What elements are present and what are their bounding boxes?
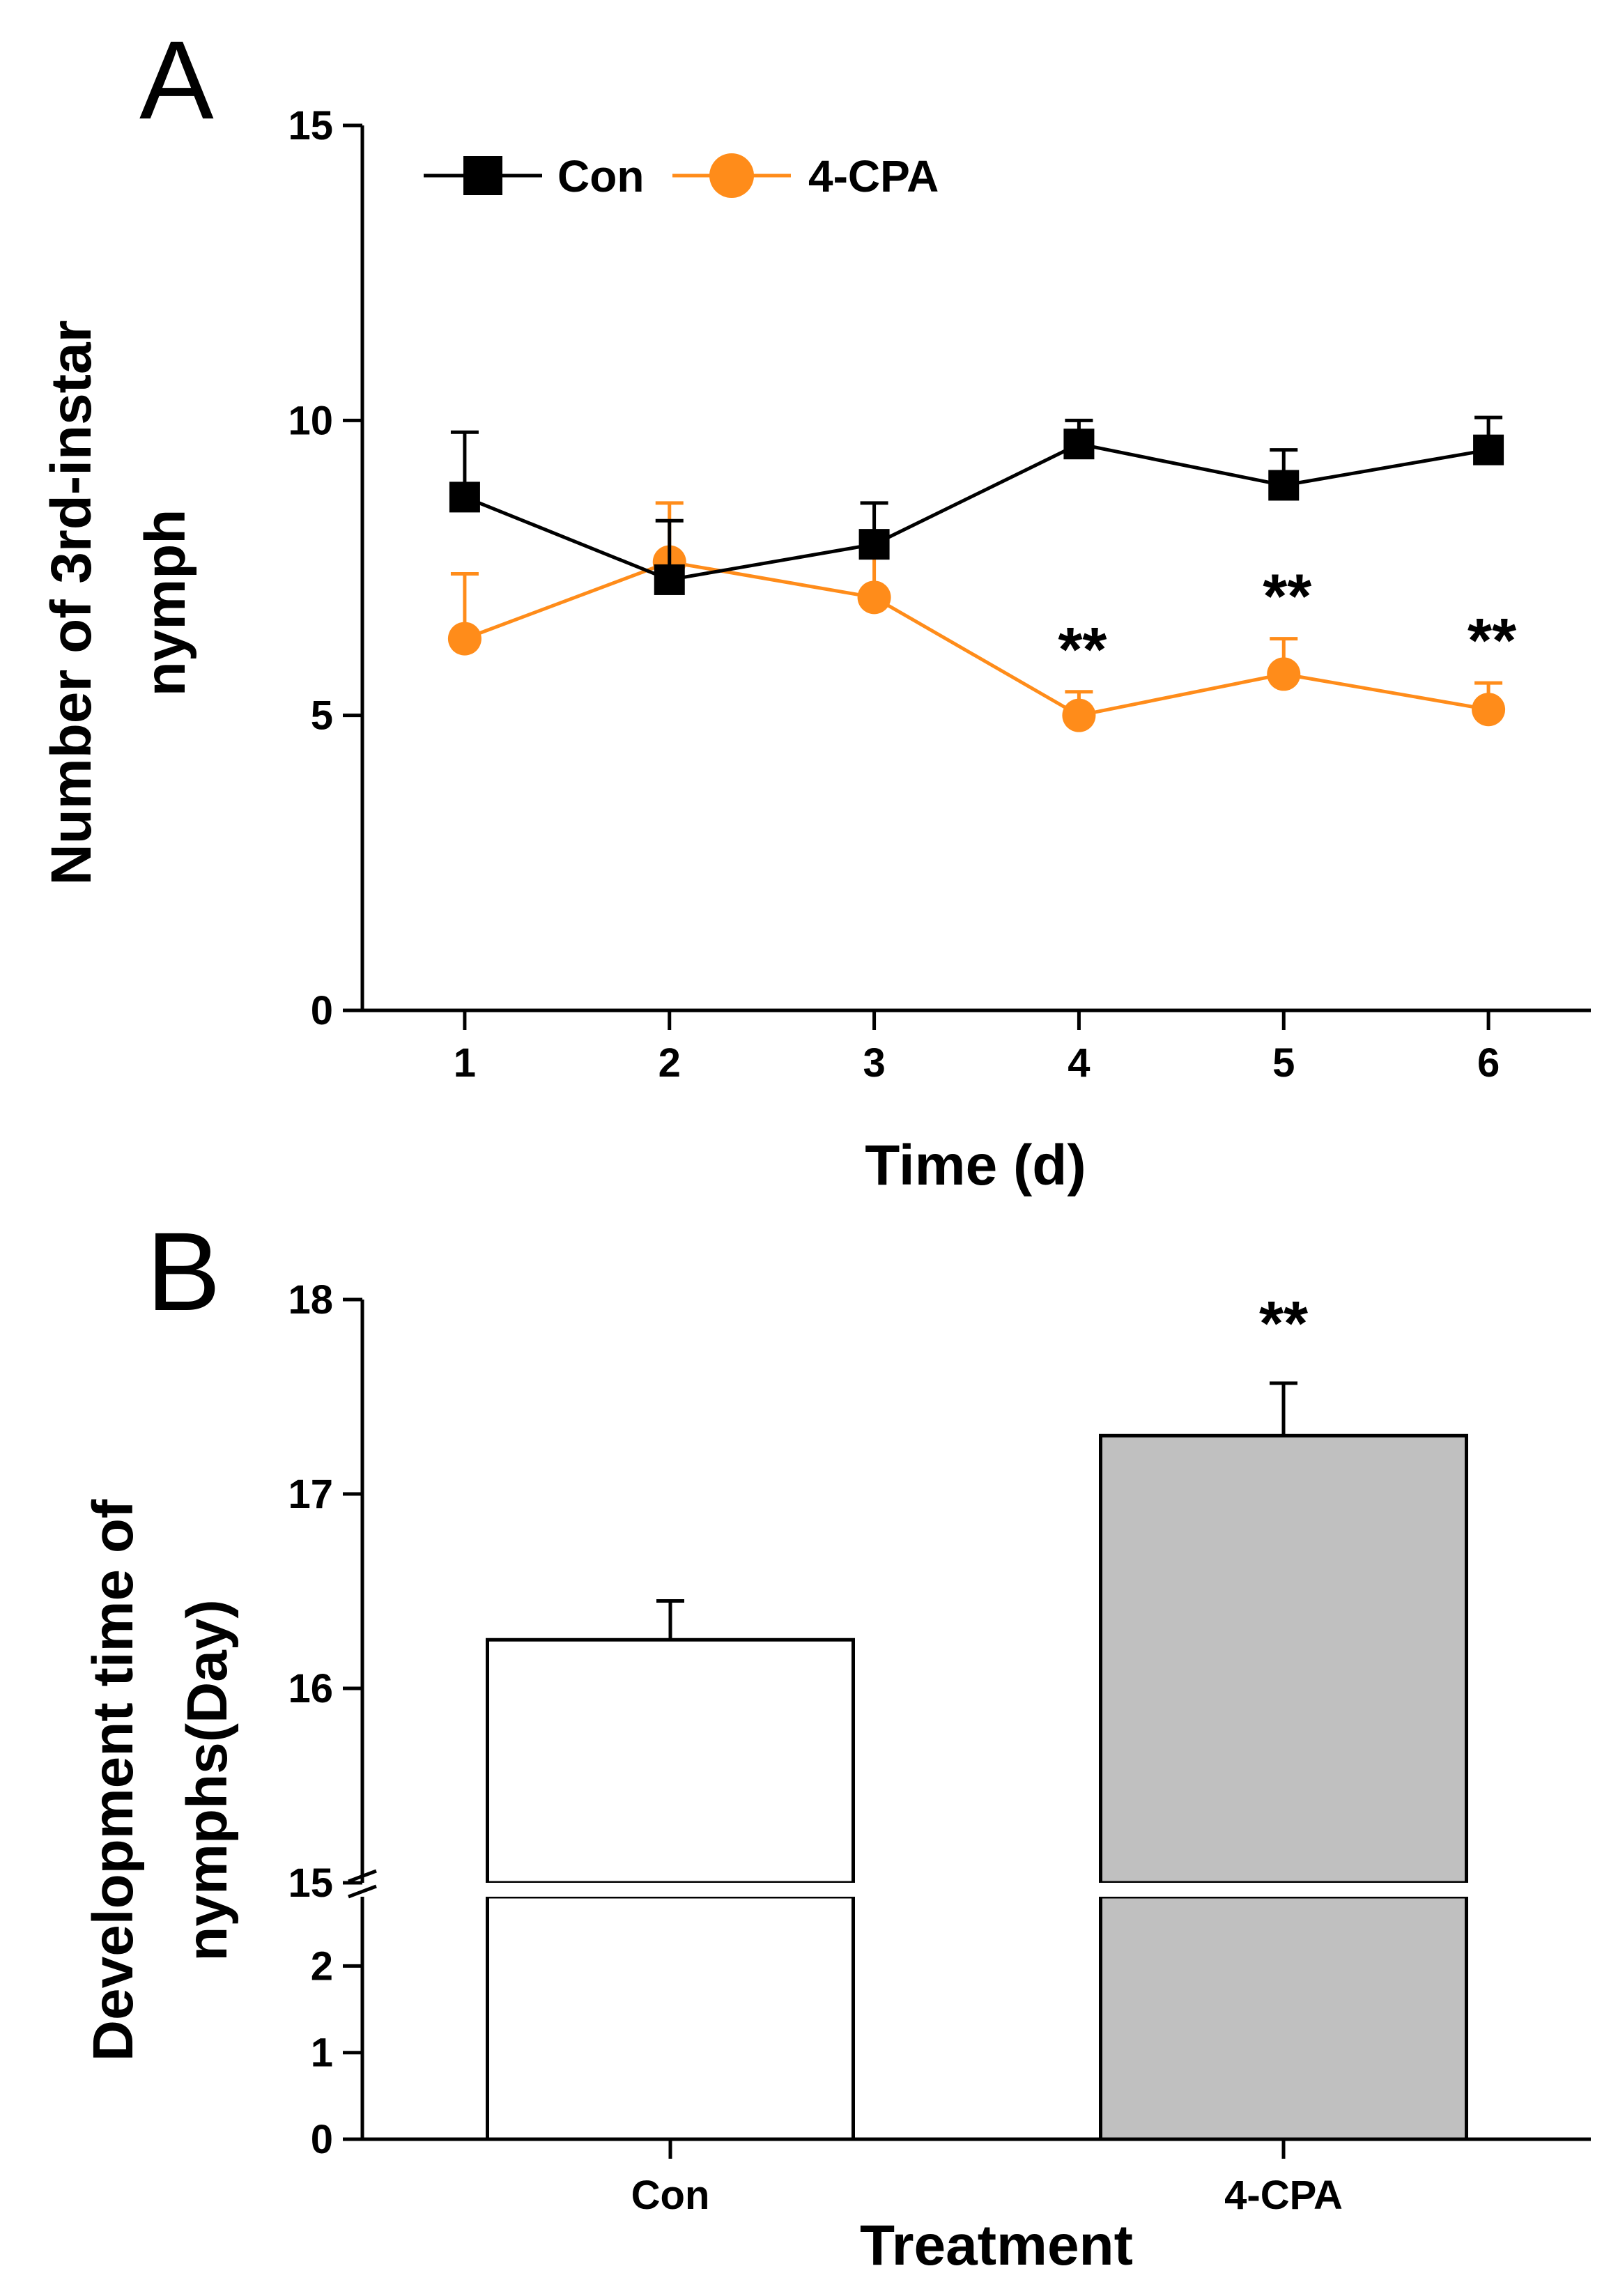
- x-tick-label: 5: [1272, 1040, 1295, 1086]
- significance-marker: **: [1259, 1289, 1308, 1359]
- data-point: [1062, 698, 1096, 732]
- bar-lower: [1099, 1895, 1468, 2141]
- panel-a-y-axis-title: Number of 3rd-instar nymph: [40, 321, 197, 886]
- x-tick-label: 4: [1068, 1040, 1090, 1086]
- y-tick-label: 1: [311, 2031, 333, 2076]
- panel-a-x-ticks: 1 2 3 4 5 6: [454, 1010, 1500, 1086]
- significance-marker: **: [1058, 615, 1107, 685]
- data-point: [857, 580, 891, 615]
- data-point: [1472, 693, 1506, 727]
- bar-lower: [486, 1895, 855, 2141]
- legend-4cpa-label: 4-CPA: [808, 151, 939, 201]
- panel-b-letter: B: [146, 1209, 221, 1334]
- data-point: [654, 564, 685, 595]
- series-line: [463, 442, 1489, 582]
- panel-b: B Development time of nymphs(Day) Treatm…: [82, 1209, 1591, 2277]
- data-point: [449, 481, 480, 513]
- panel-a: A Number of 3rd-instar nymph Time (d) 0 5…: [40, 17, 1591, 1197]
- panel-b-y-title-line2: nymphs(Day): [176, 1599, 239, 1961]
- data-point: [1267, 657, 1301, 691]
- y-tick-label: 10: [288, 398, 333, 443]
- y-tick-label: 15: [288, 1860, 333, 1906]
- x-tick-label: Con: [631, 2173, 710, 2218]
- legend-con-marker: [463, 156, 502, 195]
- y-tick-label: 15: [288, 103, 333, 148]
- data-point: [1063, 429, 1095, 460]
- x-tick-label: 6: [1477, 1040, 1500, 1086]
- data-point: [447, 622, 481, 656]
- series-4cpa: ** ** **: [447, 501, 1516, 732]
- panel-a-y-title-line1: Number of 3rd-instar: [40, 321, 103, 886]
- significance-marker: **: [1467, 606, 1516, 676]
- series-con: [449, 415, 1504, 595]
- panel-b-y-title-line1: Development time of: [82, 1499, 145, 2061]
- x-tick-label: 1: [454, 1040, 476, 1086]
- y-tick-label: 17: [288, 1472, 333, 1517]
- data-point: [858, 529, 890, 560]
- y-tick-label: 18: [288, 1277, 333, 1323]
- significance-marker: **: [1263, 562, 1311, 632]
- bar-break-gap: [484, 1883, 856, 1897]
- x-tick-label: 4-CPA: [1224, 2173, 1343, 2218]
- bar-upper: [486, 1638, 855, 1885]
- panel-a-legend: Con 4-CPA: [424, 151, 939, 201]
- panel-b-x-axis-title: Treatment: [860, 2214, 1133, 2277]
- y-tick-label: 5: [311, 693, 333, 739]
- y-tick-label: 0: [311, 2117, 333, 2162]
- series-line: [464, 560, 1489, 718]
- panel-b-axis-break-icon: [348, 1869, 377, 1899]
- x-tick-label: 2: [658, 1040, 681, 1086]
- panel-b-y-ticks: 15 16 17 18 0 1 2: [288, 1277, 362, 2162]
- y-tick-label: 2: [311, 1943, 333, 1989]
- panel-b-bars: Con 4-CPA **: [484, 1289, 1470, 2218]
- panel-a-series: ** ** **: [447, 415, 1516, 732]
- data-point: [1473, 434, 1504, 465]
- panel-a-letter: A: [139, 17, 214, 142]
- bar-upper: [1099, 1433, 1468, 1885]
- y-tick-label: 0: [311, 988, 333, 1033]
- bar-group-con: Con: [484, 1598, 856, 2218]
- bar-break-gap: [1097, 1883, 1470, 1897]
- x-tick-label: 3: [863, 1040, 885, 1086]
- panel-a-x-axis-title: Time (d): [865, 1134, 1086, 1197]
- legend-4cpa-marker: [709, 153, 754, 198]
- bar-group-4cpa: 4-CPA **: [1097, 1289, 1470, 2218]
- panel-a-y-title-line2: nymph: [134, 509, 197, 697]
- panel-a-y-ticks: 0 5 10 15: [288, 103, 362, 1033]
- y-tick-label: 16: [288, 1666, 333, 1711]
- data-point: [1268, 470, 1300, 501]
- panel-b-y-axis-title: Development time of nymphs(Day): [82, 1499, 239, 2061]
- legend-con-label: Con: [557, 151, 644, 201]
